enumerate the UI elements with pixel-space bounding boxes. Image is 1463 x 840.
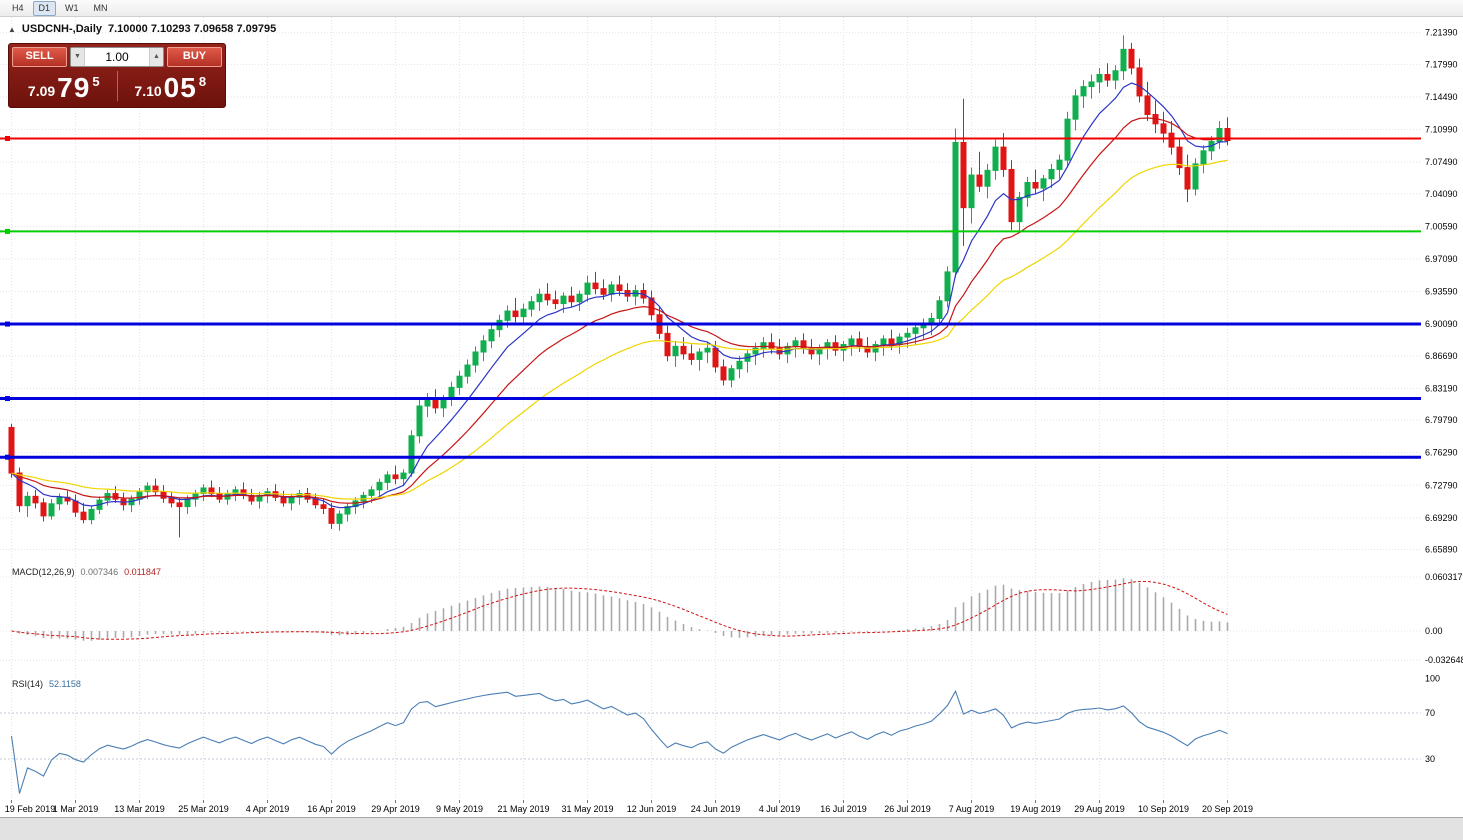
collapse-trade-panel-icon[interactable]: ▲: [8, 24, 16, 34]
svg-text:19 Aug 2019: 19 Aug 2019: [1010, 804, 1061, 814]
svg-text:29 Apr 2019: 29 Apr 2019: [371, 804, 420, 814]
rsi-layer: [10, 689, 1228, 794]
svg-text:16 Apr 2019: 16 Apr 2019: [307, 804, 356, 814]
svg-text:7.04090: 7.04090: [1425, 189, 1458, 199]
svg-text:7.10990: 7.10990: [1425, 125, 1458, 135]
macd-name: MACD(12,26,9): [12, 567, 75, 577]
svg-text:0.00: 0.00: [1425, 626, 1443, 636]
bid-price-big-digits: 79: [57, 72, 91, 103]
svg-text:6.72790: 6.72790: [1425, 480, 1458, 490]
timeframe-button-w1[interactable]: W1: [65, 2, 79, 13]
svg-text:6.97090: 6.97090: [1425, 254, 1458, 264]
svg-text:6.86690: 6.86690: [1425, 351, 1458, 361]
svg-text:6.83190: 6.83190: [1425, 383, 1458, 393]
price-divider: [116, 71, 118, 101]
price-axis[interactable]: 7.21390 7.17990 7.14490 7.10990 7.07490 7.040…: [1425, 28, 1463, 764]
svg-text:-0.032648: -0.032648: [1425, 655, 1463, 665]
timeframe-toolbar: H4 D1 W1 MN: [0, 0, 1463, 17]
bid-price-pip-digit: 5: [92, 74, 100, 89]
moving-averages-layer: [11, 82, 1228, 509]
horizontal-lines-layer[interactable]: [0, 135, 1421, 460]
svg-text:7.21390: 7.21390: [1425, 28, 1458, 38]
ma-slow: [11, 159, 1228, 500]
chart-ohlc-title: ▲ USDCNH-,Daily 7.10000 7.10293 7.09658 …: [8, 23, 276, 35]
svg-text:12 Jun 2019: 12 Jun 2019: [627, 804, 677, 814]
svg-text:19 Feb 2019: 19 Feb 2019: [5, 804, 56, 814]
macd-signal-value: 0.011847: [124, 567, 161, 577]
macd-signal-line: [11, 580, 1228, 640]
svg-text:25 Mar 2019: 25 Mar 2019: [178, 804, 229, 814]
svg-text:6.65890: 6.65890: [1425, 545, 1458, 555]
svg-text:6.76290: 6.76290: [1425, 448, 1458, 458]
svg-text:70: 70: [1425, 708, 1435, 718]
svg-text:13 Mar 2019: 13 Mar 2019: [114, 804, 165, 814]
svg-text:29 Aug 2019: 29 Aug 2019: [1074, 804, 1125, 814]
macd-layer: [11, 578, 1229, 641]
rsi-name: RSI(14): [12, 679, 44, 689]
ask-price-big-digits: 05: [163, 72, 197, 103]
svg-text:21 May 2019: 21 May 2019: [497, 804, 549, 814]
svg-text:7.14490: 7.14490: [1425, 92, 1458, 102]
svg-text:10 Sep 2019: 10 Sep 2019: [1138, 804, 1189, 814]
buy-button[interactable]: BUY: [167, 47, 222, 67]
macd-main-value: 0.007346: [80, 567, 119, 577]
volume-up-icon[interactable]: ▲: [149, 48, 163, 66]
svg-text:31 May 2019: 31 May 2019: [561, 804, 613, 814]
svg-text:7.07490: 7.07490: [1425, 157, 1458, 167]
timeframe-button-h4[interactable]: H4: [12, 2, 24, 13]
volume-value[interactable]: 1.00: [105, 50, 129, 64]
bid-price-prefix: 7.09: [27, 83, 56, 99]
svg-text:16 Jul 2019: 16 Jul 2019: [820, 804, 867, 814]
svg-text:4 Jul 2019: 4 Jul 2019: [759, 804, 801, 814]
svg-text:26 Jul 2019: 26 Jul 2019: [884, 804, 931, 814]
ma-medium: [11, 117, 1228, 504]
svg-text:24 Jun 2019: 24 Jun 2019: [691, 804, 741, 814]
svg-text:7 Aug 2019: 7 Aug 2019: [949, 804, 995, 814]
svg-text:4 Apr 2019: 4 Apr 2019: [246, 804, 290, 814]
svg-text:7.00590: 7.00590: [1425, 221, 1458, 231]
chart-ohlc-values: 7.10000 7.10293 7.09658 7.09795: [108, 23, 277, 35]
rsi-value: 52.1158: [49, 679, 81, 689]
svg-text:7.17990: 7.17990: [1425, 59, 1458, 69]
chart-symbol-label: USDCNH-,Daily: [21, 23, 102, 35]
timeframe-button-d1[interactable]: D1: [32, 0, 57, 16]
svg-text:20 Sep 2019: 20 Sep 2019: [1202, 804, 1253, 814]
volume-stepper: ▼ 1.00 ▲: [70, 47, 164, 67]
svg-text:6.93590: 6.93590: [1425, 287, 1458, 297]
chart-tabs-bar: [0, 817, 1463, 840]
svg-text:1 Mar 2019: 1 Mar 2019: [53, 804, 99, 814]
volume-down-icon[interactable]: ▼: [71, 48, 85, 66]
price-chart-canvas[interactable]: 7.21390 7.17990 7.14490 7.10990 7.07490 7.040…: [0, 17, 1463, 817]
rsi-line: [10, 689, 1228, 794]
svg-text:100: 100: [1425, 674, 1440, 684]
timeframe-button-mn[interactable]: MN: [93, 2, 108, 13]
svg-text:6.79790: 6.79790: [1425, 415, 1458, 425]
sell-button[interactable]: SELL: [12, 47, 67, 67]
svg-text:30: 30: [1425, 754, 1435, 764]
svg-text:0.060317: 0.060317: [1425, 572, 1463, 582]
rsi-indicator-label: RSI(14) 52.1158: [12, 679, 81, 689]
ask-price-prefix: 7.10: [134, 83, 162, 99]
one-click-trading-panel: SELL ▼ 1.00 ▲ BUY 7.09 79 5 7.10 05 8: [8, 43, 226, 108]
svg-text:6.90090: 6.90090: [1425, 319, 1458, 329]
ask-price-pip-digit: 8: [198, 74, 207, 89]
svg-text:9 May 2019: 9 May 2019: [436, 804, 483, 814]
svg-text:6.69290: 6.69290: [1425, 513, 1458, 523]
bid-price: 7.09 79 5: [12, 68, 116, 104]
macd-indicator-label: MACD(12,26,9) 0.007346 0.011847: [12, 567, 161, 577]
chart-window: 7.21390 7.17990 7.14490 7.10990 7.07490 7.040…: [0, 17, 1463, 817]
grid-layer: [0, 17, 1421, 800]
ask-price: 7.10 05 8: [119, 68, 223, 104]
